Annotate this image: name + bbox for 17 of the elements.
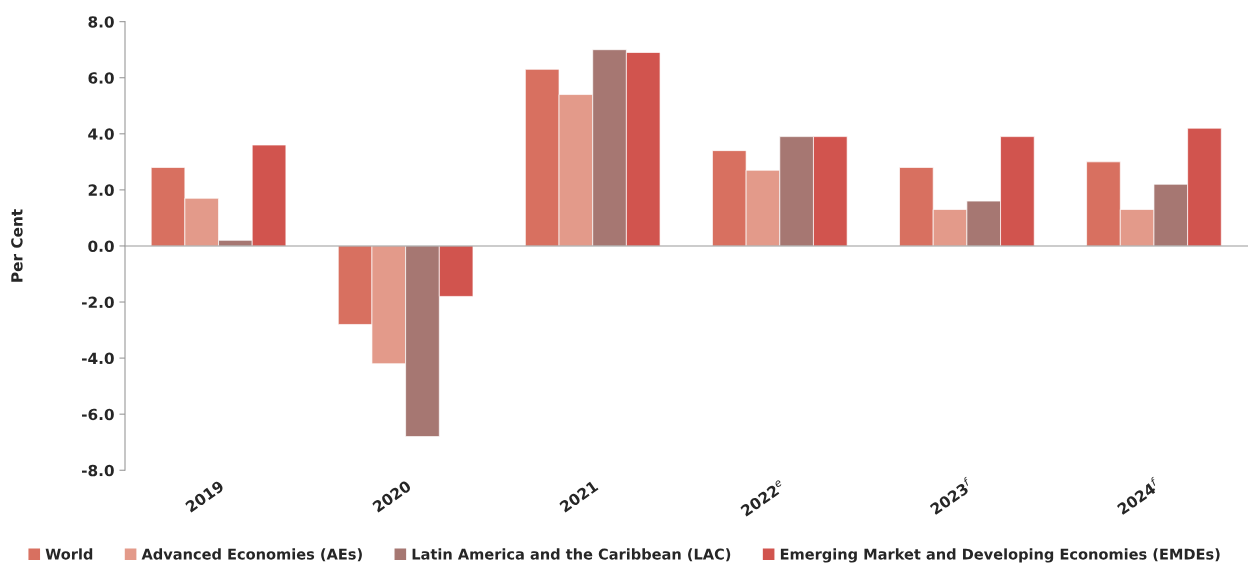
x-tick-label: 2024$^{f}$ [1115,476,1162,516]
legend-label: Emerging Market and Developing Economies (EMDEs) [780,548,1220,563]
y-tick-label: -8.0 [82,464,114,477]
y-tick-label: -2.0 [82,296,114,309]
legend-label: Advanced Economies (AEs) [141,548,362,562]
legend-label: World [45,548,93,560]
y-tick-label: 0.0 [88,240,114,252]
y-tick-label: 2.0 [88,184,114,196]
y-tick-label: 6.0 [88,72,114,84]
legend-label: Latin America and the Caribbean (LAC) [412,548,731,562]
x-tick-label: 2022$^{e}$ [739,479,786,517]
y-tick-label: 8.0 [88,16,114,28]
y-tick-label: -4.0 [82,352,114,365]
x-tick-label: 2023$^{f}$ [928,476,975,516]
y-tick-label: 4.0 [88,128,114,140]
y-tick-label: -6.0 [82,408,114,421]
y-axis-title: Per Cent [11,209,23,282]
